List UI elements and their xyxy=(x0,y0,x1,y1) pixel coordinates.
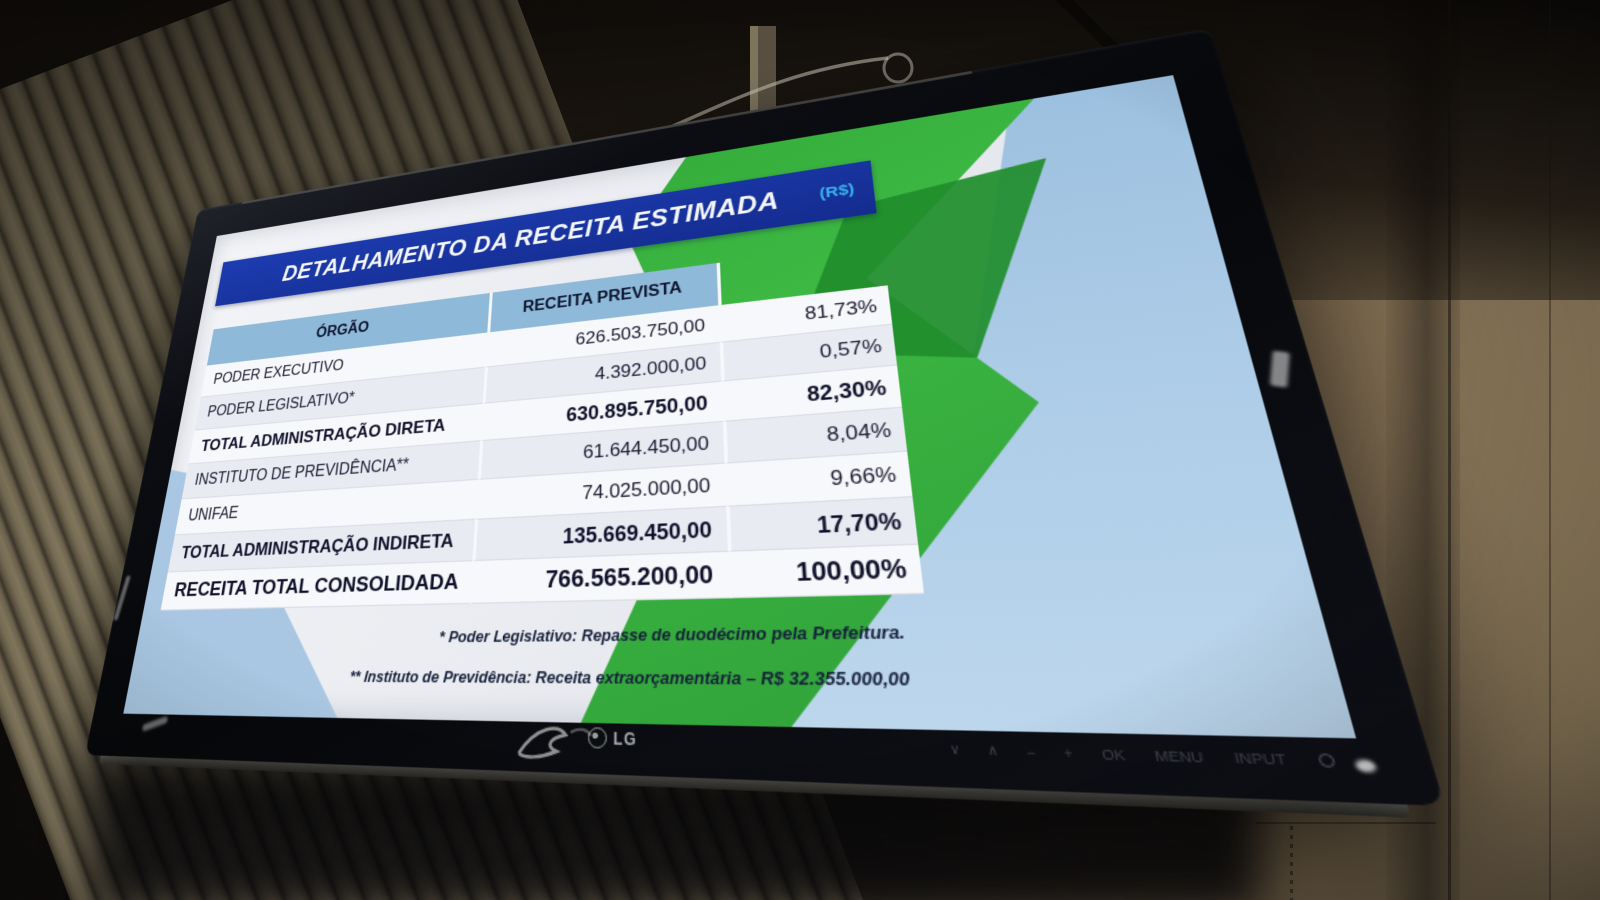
volume-up-button[interactable]: + xyxy=(1062,745,1074,762)
input-button[interactable]: INPUT xyxy=(1232,749,1287,768)
power-led xyxy=(1354,759,1378,772)
bezel-reflection-squiggle xyxy=(511,720,598,764)
footnote-previdencia: ** Instituto de Previdência: Receita ext… xyxy=(349,667,911,690)
value-cell: 766.565.200,00 xyxy=(470,552,730,604)
pct-cell: 17,70% xyxy=(726,497,918,551)
room-scene: DETALHAMENTO DA RECEITA ESTIMADA (R$) ÓR… xyxy=(0,0,1600,900)
footnote-legislativo: * Poder Legislativo: Repasse de duodécim… xyxy=(353,621,906,646)
bezel-reflection xyxy=(1270,350,1290,387)
bezel-reflection xyxy=(142,716,168,732)
power-button-icon[interactable] xyxy=(1317,752,1336,767)
wall-stitch-seam xyxy=(1290,826,1293,900)
currency-label: (R$) xyxy=(817,163,857,220)
volume-down-button[interactable]: − xyxy=(1025,744,1036,760)
menu-button[interactable]: MENU xyxy=(1153,747,1205,765)
pct-cell: 100,00% xyxy=(728,545,924,599)
wall-seam xyxy=(1448,0,1451,900)
lg-logo-text: LG xyxy=(613,728,637,748)
wall-seam xyxy=(1549,0,1551,900)
ok-button[interactable]: OK xyxy=(1100,746,1126,763)
channel-down-button[interactable]: ∨ xyxy=(949,741,962,759)
channel-up-button[interactable]: ∧ xyxy=(986,742,999,760)
tv-control-panel: ∨ ∧ − + OK MENU INPUT xyxy=(949,741,1337,770)
wall-seam xyxy=(1256,822,1436,824)
footnotes: * Poder Legislativo: Repasse de duodécim… xyxy=(349,621,911,690)
